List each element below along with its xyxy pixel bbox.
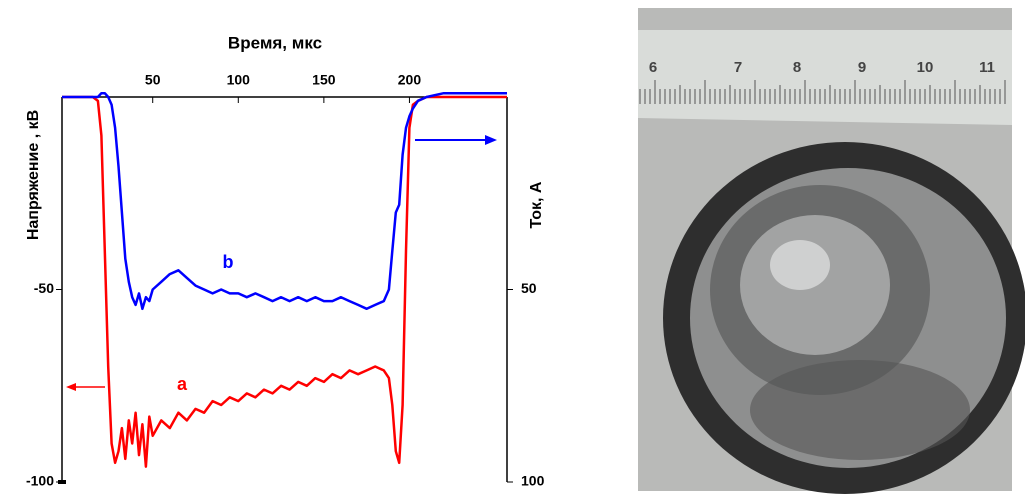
x-tick-label: 100: [227, 72, 251, 88]
y2-axis-title: Ток, А: [528, 181, 545, 228]
disc-shadow: [750, 360, 970, 460]
series-label: b: [223, 252, 234, 272]
series-label: a: [177, 374, 188, 394]
voltage-arrowhead: [66, 383, 76, 391]
y2-tick-label: 50: [521, 280, 537, 296]
series-line: [62, 91, 507, 311]
series-line: [62, 95, 507, 468]
current-arrowhead: [485, 135, 497, 145]
ruler-label: 11: [979, 59, 995, 76]
x-tick-label: 150: [312, 72, 336, 88]
x-tick-label: 200: [398, 72, 422, 88]
y-axis-title: Напряжение , кВ: [25, 110, 42, 240]
y-tick-label: -100: [26, 473, 54, 489]
ruler: [638, 30, 1012, 125]
disc-highlight: [770, 240, 830, 290]
ruler-label: 8: [793, 59, 801, 76]
ruler-label: 7: [734, 59, 742, 76]
x-tick-label: 50: [145, 72, 161, 88]
x-axis-title: Время, мкс: [228, 33, 322, 52]
y2-tick-label: 100: [521, 473, 545, 489]
ruler-label: 10: [917, 59, 934, 76]
ruler-label: 6: [649, 59, 657, 76]
ruler-label: 9: [858, 59, 866, 76]
y-tick-label: -50: [34, 280, 54, 296]
photo: 6 7 8 9 10 11: [638, 8, 1025, 494]
